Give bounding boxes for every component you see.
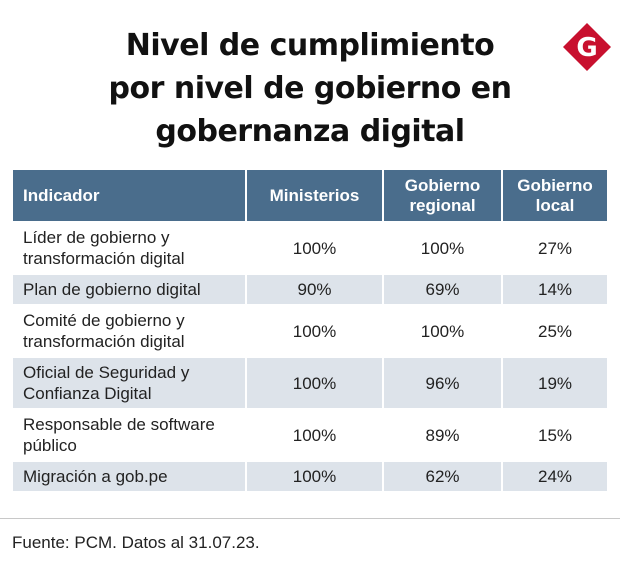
cell-ministerios: 100% bbox=[246, 222, 384, 275]
cell-ministerios: 90% bbox=[246, 274, 384, 306]
table-row: Migración a gob.pe 100% 62% 24% bbox=[13, 461, 607, 493]
cell-indicador: Migración a gob.pe bbox=[13, 461, 247, 493]
cell-ministerios: 100% bbox=[246, 357, 384, 410]
title-line-2: por nivel de gobierno en bbox=[108, 71, 512, 106]
source-note: Fuente: PCM. Datos al 31.07.23. bbox=[12, 533, 260, 552]
table-row: Plan de gobierno digital 90% 69% 14% bbox=[13, 274, 607, 306]
logo-diamond bbox=[563, 23, 611, 71]
cell-regional: 89% bbox=[383, 409, 503, 462]
cell-regional: 96% bbox=[383, 357, 503, 410]
cell-local: 24% bbox=[502, 461, 607, 493]
cell-local: 19% bbox=[502, 357, 607, 410]
table-row: Responsable de software público 100% 89%… bbox=[13, 409, 607, 462]
table-row: Líder de gobierno y transformación digit… bbox=[13, 222, 607, 275]
table-row: Comité de gobierno y transformación digi… bbox=[13, 305, 607, 358]
table-row: Oficial de Seguridad y Confianza Digital… bbox=[13, 357, 607, 410]
page-title: Nivel de cumplimiento por nivel de gobie… bbox=[60, 24, 560, 153]
title-line-1: Nivel de cumplimiento bbox=[125, 28, 495, 63]
cell-regional: 62% bbox=[383, 461, 503, 493]
column-header-regional: Gobierno regional bbox=[383, 170, 503, 223]
cell-ministerios: 100% bbox=[246, 409, 384, 462]
cell-local: 25% bbox=[502, 305, 607, 358]
column-header-ministerios: Ministerios bbox=[246, 170, 384, 223]
logo-letter: G bbox=[576, 33, 597, 63]
cell-regional: 69% bbox=[383, 274, 503, 306]
cell-local: 14% bbox=[502, 274, 607, 306]
cell-local: 27% bbox=[502, 222, 607, 275]
cell-indicador: Responsable de software público bbox=[13, 409, 247, 462]
cell-regional: 100% bbox=[383, 305, 503, 358]
cell-indicador: Comité de gobierno y transformación digi… bbox=[13, 305, 247, 358]
title-line-3: gobernanza digital bbox=[155, 114, 465, 149]
cell-ministerios: 100% bbox=[246, 461, 384, 493]
cell-regional: 100% bbox=[383, 222, 503, 275]
cell-ministerios: 100% bbox=[246, 305, 384, 358]
brand-logo-icon: G bbox=[562, 22, 612, 72]
table-header-row: Indicador Ministerios Gobierno regional … bbox=[13, 170, 607, 223]
cell-indicador: Oficial de Seguridad y Confianza Digital bbox=[13, 357, 247, 410]
column-header-local: Gobierno local bbox=[502, 170, 607, 223]
cell-indicador: Líder de gobierno y transformación digit… bbox=[13, 222, 247, 275]
cell-local: 15% bbox=[502, 409, 607, 462]
cell-indicador: Plan de gobierno digital bbox=[13, 274, 247, 306]
column-header-indicador: Indicador bbox=[13, 170, 247, 223]
divider bbox=[0, 518, 620, 519]
data-table: Indicador Ministerios Gobierno regional … bbox=[13, 170, 607, 493]
